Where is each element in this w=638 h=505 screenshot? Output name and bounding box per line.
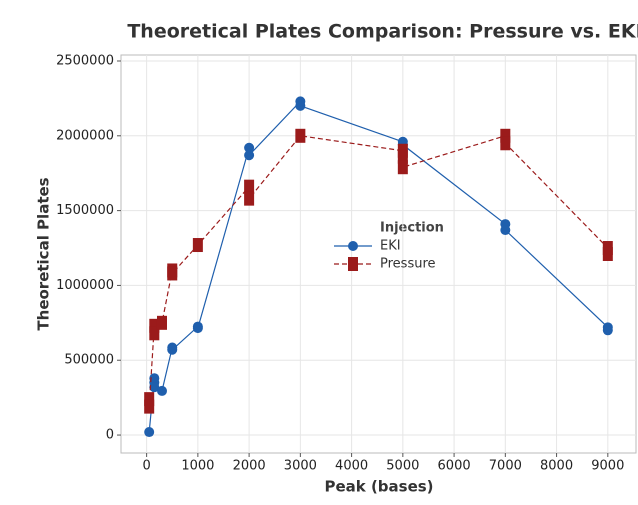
plot-frame xyxy=(120,54,637,454)
point xyxy=(144,399,155,414)
point xyxy=(149,326,160,341)
point xyxy=(192,323,203,334)
x-tick-label: 7000 xyxy=(489,459,522,474)
x-tick-label: 4000 xyxy=(335,459,368,474)
point xyxy=(602,247,613,261)
y-axis-label: Theoretical Plates xyxy=(35,177,53,330)
series-line xyxy=(148,134,609,407)
x-tick-label: 6000 xyxy=(438,459,471,474)
y-tick-label: 2000000 xyxy=(56,128,114,143)
x-tick-label: 5000 xyxy=(386,459,419,474)
chart-title: Theoretical Plates Comparison: Pressure … xyxy=(127,21,638,43)
point xyxy=(500,225,511,236)
point xyxy=(144,427,155,438)
point xyxy=(397,149,408,164)
y-tick-label: 500000 xyxy=(64,353,114,368)
legend-label: Pressure xyxy=(380,257,436,272)
point xyxy=(244,179,255,194)
y-tick-label: 1500000 xyxy=(56,203,114,218)
point xyxy=(500,128,511,143)
point xyxy=(156,315,167,330)
point xyxy=(149,382,160,393)
point xyxy=(602,325,613,336)
point xyxy=(167,266,178,281)
x-tick-label: 2000 xyxy=(233,459,266,474)
x-tick-label: 9000 xyxy=(591,459,624,474)
point xyxy=(167,344,178,355)
series-line xyxy=(148,99,609,433)
point xyxy=(295,128,306,143)
point xyxy=(295,100,306,111)
legend-label: EKI xyxy=(380,239,401,254)
point xyxy=(397,160,408,175)
point xyxy=(244,142,255,153)
legend-marker xyxy=(348,257,358,271)
point xyxy=(156,385,167,396)
x-tick-label: 0 xyxy=(142,459,150,474)
x-tick-label: 1000 xyxy=(181,459,214,474)
y-tick-label: 1000000 xyxy=(56,278,114,293)
x-axis-label: Peak (bases) xyxy=(324,478,433,496)
point xyxy=(192,238,203,253)
legend-title: Injection xyxy=(380,221,444,236)
y-tick-label: 2500000 xyxy=(56,53,114,68)
legend-marker xyxy=(348,241,358,251)
x-tick-label: 3000 xyxy=(284,459,317,474)
y-tick-label: 0 xyxy=(106,428,114,443)
point xyxy=(244,191,255,206)
point xyxy=(149,318,160,333)
point xyxy=(144,392,155,407)
x-tick-label: 8000 xyxy=(540,459,573,474)
point xyxy=(244,150,255,161)
point xyxy=(500,136,511,151)
